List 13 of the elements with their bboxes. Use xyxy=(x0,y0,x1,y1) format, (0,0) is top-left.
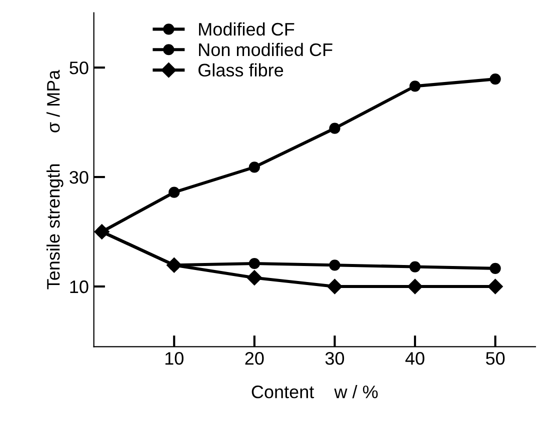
legend-label: Glass fibre xyxy=(198,63,284,77)
y-axis-title: Tensile strength σ / MPa xyxy=(46,70,64,290)
x-tick-label: 30 xyxy=(325,352,344,365)
legend-label: Modified CF xyxy=(199,22,294,36)
legend-label: Non modified CF xyxy=(199,42,332,56)
y-tick-label: 50 xyxy=(70,62,88,74)
x-axis-title: Content w / % xyxy=(252,385,378,398)
x-tick-label: 50 xyxy=(486,352,505,365)
y-tick-label: 10 xyxy=(70,280,88,294)
y-tick-label: 30 xyxy=(70,170,88,184)
x-tick-label: 10 xyxy=(165,352,184,365)
x-tick-label: 40 xyxy=(405,352,424,365)
x-tick-label: 20 xyxy=(245,352,264,365)
